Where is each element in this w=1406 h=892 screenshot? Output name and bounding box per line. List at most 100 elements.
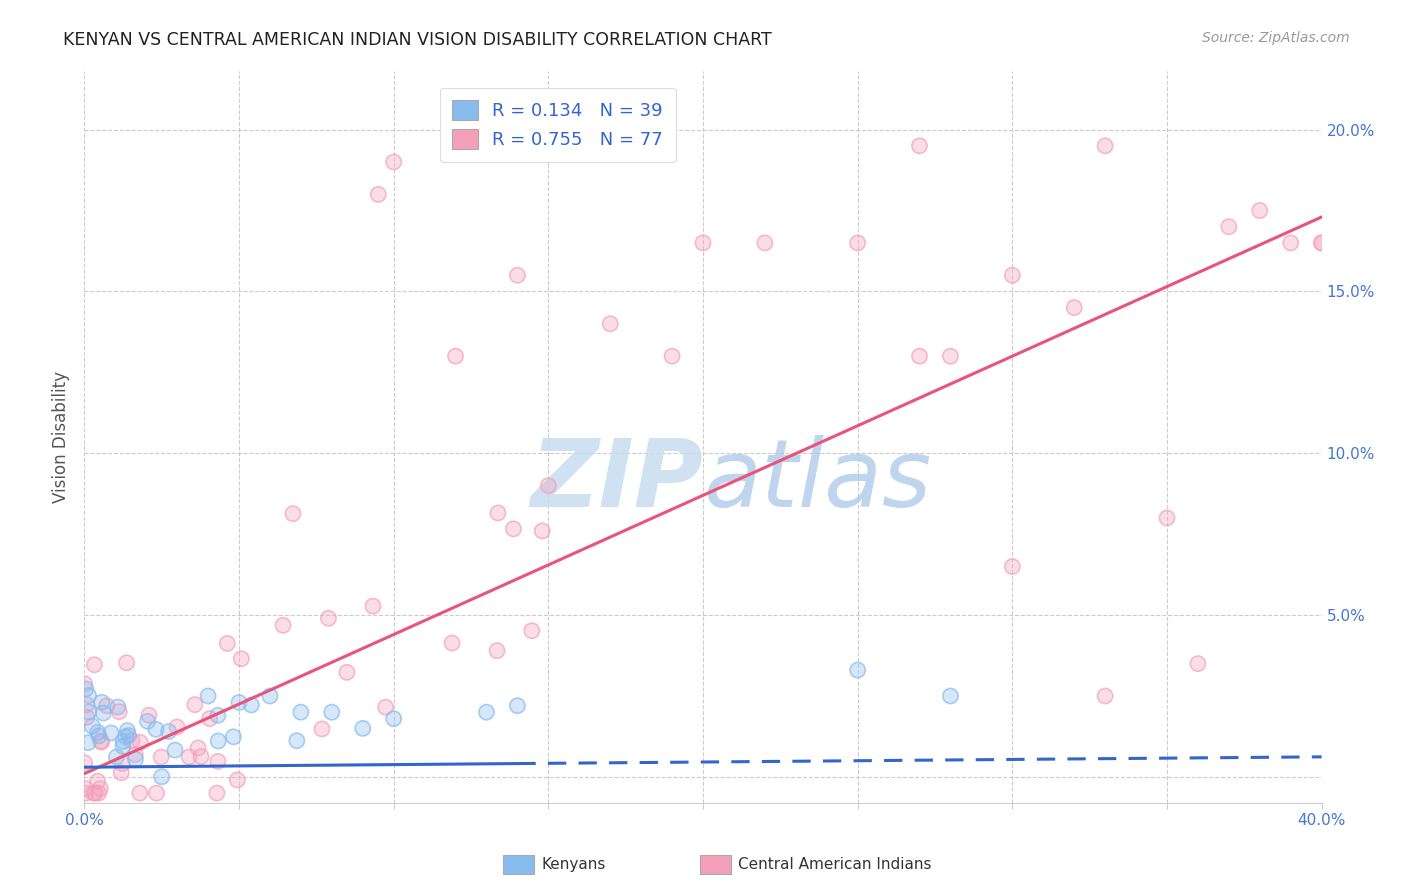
Point (100, 726, 122, 740)
Point (111, 756, 134, 771)
Point (382, 155, 405, 169)
Point (382, 712, 405, 726)
Point (361, 599, 384, 614)
Point (77, 736, 100, 750)
Point (87, 725, 110, 739)
Point (110, 765, 132, 780)
Point (83, 657, 105, 672)
Point (163, 743, 186, 757)
Point (166, 720, 188, 734)
Point (441, 636, 464, 650)
Point (1094, 689, 1116, 703)
Point (77, 736, 100, 750)
Point (87, 725, 110, 739)
Point (520, 624, 543, 638)
Point (129, 735, 152, 749)
Point (486, 506, 509, 520)
Point (1187, 657, 1209, 671)
Point (96, 698, 118, 713)
Point (374, 700, 396, 714)
Point (91, 706, 114, 720)
Point (105, 750, 128, 764)
Point (1310, 235, 1333, 250)
Point (179, 750, 201, 764)
Point (87, 786, 110, 800)
Point (281, 507, 304, 521)
Point (531, 524, 554, 538)
Point (599, 317, 621, 331)
Point (157, 724, 180, 739)
Point (90, 735, 112, 749)
Point (107, 700, 129, 714)
Point (1094, 138, 1116, 153)
Point (352, 722, 374, 736)
Point (311, 722, 333, 736)
Point (112, 734, 135, 748)
Point (198, 712, 221, 726)
Point (1218, 219, 1240, 234)
Point (77, 705, 100, 719)
Point (367, 187, 389, 202)
Point (145, 723, 167, 737)
Point (84, 786, 107, 800)
Point (1156, 511, 1178, 525)
Point (145, 786, 167, 800)
Point (73, 677, 96, 691)
Point (190, 749, 212, 764)
Point (77, 689, 100, 703)
Point (108, 705, 131, 719)
Point (939, 689, 962, 703)
Point (486, 506, 509, 520)
Point (75, 786, 97, 800)
Point (692, 235, 714, 250)
Point (76, 698, 98, 712)
Point (207, 708, 229, 723)
Point (198, 712, 221, 726)
Point (150, 750, 173, 764)
Point (290, 705, 312, 719)
Point (285, 733, 308, 747)
Point (187, 741, 209, 756)
Point (111, 739, 134, 754)
Point (1001, 559, 1024, 574)
Point (84, 786, 107, 800)
Text: ZIP: ZIP (530, 435, 703, 527)
Point (1310, 235, 1333, 250)
Point (520, 624, 543, 638)
Point (318, 611, 340, 625)
Point (111, 739, 134, 754)
Point (1063, 301, 1085, 315)
Point (240, 698, 263, 712)
Point (217, 636, 239, 650)
Legend: R = 0.134   N = 39, R = 0.755   N = 77: R = 0.134 N = 39, R = 0.755 N = 77 (440, 87, 675, 161)
Point (231, 651, 253, 665)
Point (475, 705, 498, 719)
Point (259, 689, 281, 703)
Point (82, 786, 104, 800)
Point (117, 729, 139, 743)
Point (1279, 235, 1302, 250)
Point (444, 349, 467, 363)
Point (73, 756, 96, 770)
Point (382, 712, 405, 726)
Point (90, 734, 112, 748)
Point (1310, 235, 1333, 250)
Point (89, 781, 111, 796)
Point (1063, 301, 1085, 315)
Point (115, 656, 138, 670)
Point (361, 599, 384, 614)
Point (1094, 138, 1116, 153)
Text: Central American Indians: Central American Indians (738, 857, 932, 871)
Point (506, 268, 529, 283)
Point (150, 770, 173, 784)
Point (846, 235, 869, 250)
Point (281, 507, 304, 521)
Point (692, 235, 714, 250)
Point (197, 689, 219, 703)
Point (599, 317, 621, 331)
Point (77, 705, 100, 719)
Point (908, 138, 931, 153)
Point (157, 724, 180, 739)
Point (82, 719, 104, 733)
Point (486, 643, 509, 657)
